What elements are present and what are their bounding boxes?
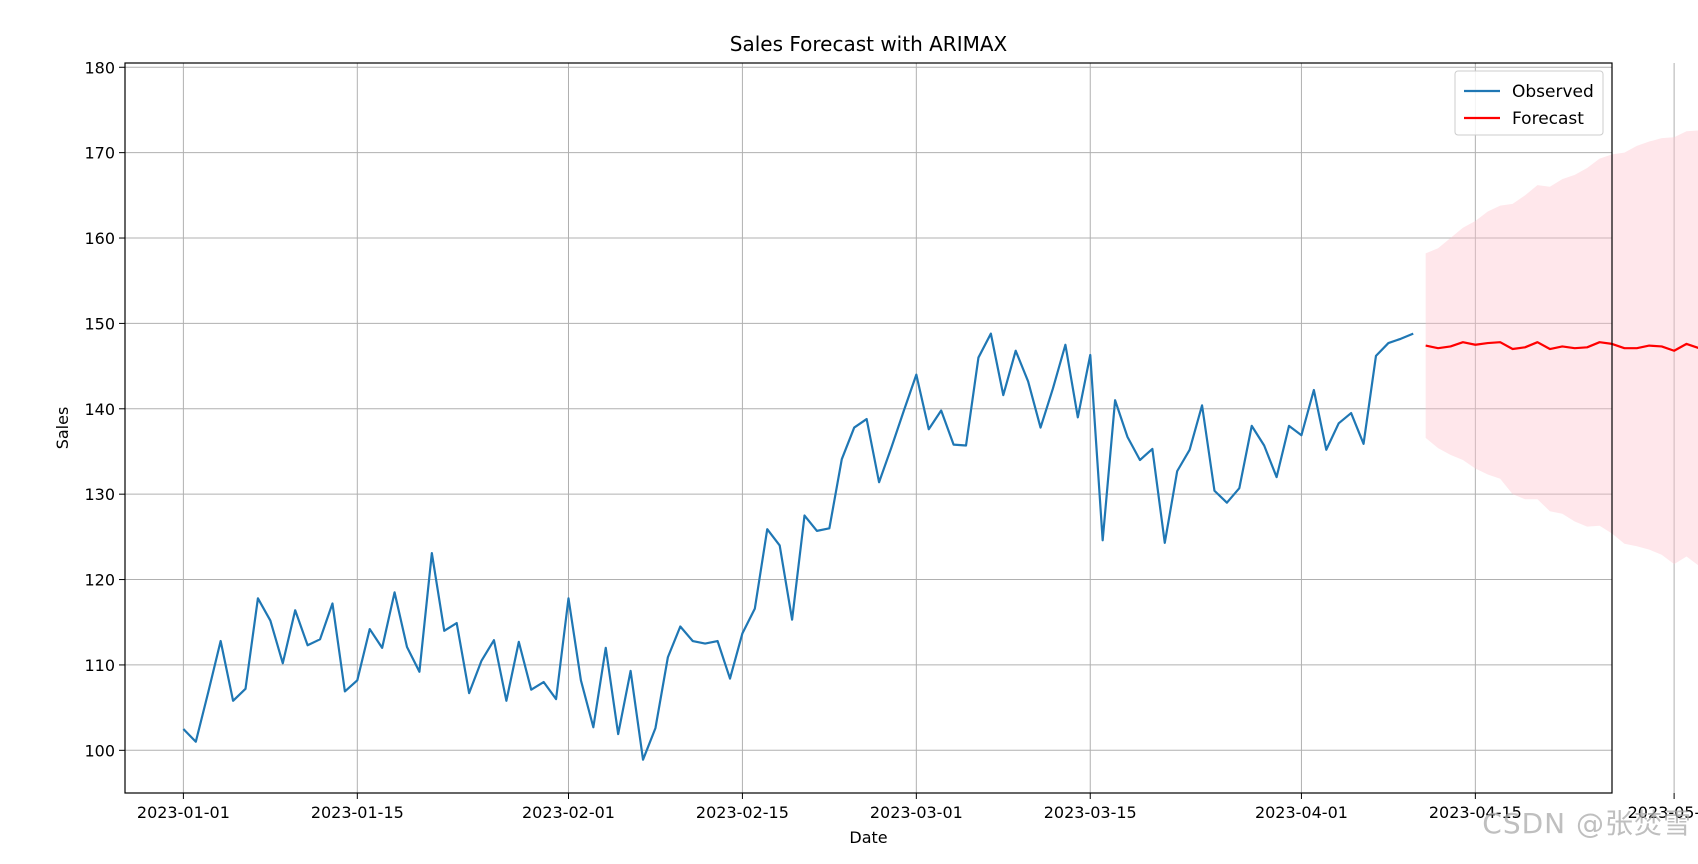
x-tick-label: 2023-04-01: [1255, 803, 1348, 822]
forecast-confidence-band: [1425, 130, 1698, 566]
y-tick-label: 180: [84, 58, 115, 77]
x-axis-title: Date: [849, 828, 887, 847]
y-tick-label: 140: [84, 400, 115, 419]
x-tick-label: 2023-03-15: [1044, 803, 1137, 822]
x-tick-label: 2023-03-01: [870, 803, 963, 822]
series-line-observed: [182, 332, 1414, 761]
x-tick-label: 2023-01-01: [137, 803, 230, 822]
y-axis-title: Sales: [53, 407, 72, 450]
y-tick-label: 130: [84, 485, 115, 504]
chart-title: Sales Forecast with ARIMAX: [730, 32, 1008, 56]
watermark: CSDN @张焚雪: [1482, 807, 1692, 840]
legend-label-forecast: Forecast: [1512, 109, 1584, 129]
confidence-band-layer: [1425, 130, 1698, 566]
y-tick-label: 110: [84, 656, 115, 675]
x-tick-label: 2023-02-15: [696, 803, 789, 822]
legend-label-observed: Observed: [1512, 82, 1594, 102]
series-line-forecast: [1425, 341, 1698, 352]
x-tick-label: 2023-04-15: [1429, 803, 1522, 822]
y-tick-label: 100: [84, 741, 115, 760]
x-tick-label: 2023-02-01: [522, 803, 615, 822]
x-tick-label: 2023-05-01: [1628, 803, 1698, 822]
y-axis-ticks: 100 110 120 130 140 150 160 170 180: [84, 58, 125, 760]
x-tick-label: 2023-01-15: [311, 803, 404, 822]
y-tick-label: 160: [84, 229, 115, 248]
legend: Observed Forecast: [1454, 70, 1604, 136]
y-tick-label: 150: [84, 314, 115, 333]
plot-frame: [124, 62, 1613, 794]
x-axis-ticks: 2023-01-01 2023-01-15 2023-02-01 2023-02-15…: [137, 793, 1698, 822]
grid-lines: [125, 63, 1675, 793]
y-tick-label: 170: [84, 144, 115, 163]
series-layer: [182, 332, 1698, 761]
y-tick-label: 120: [84, 571, 115, 590]
